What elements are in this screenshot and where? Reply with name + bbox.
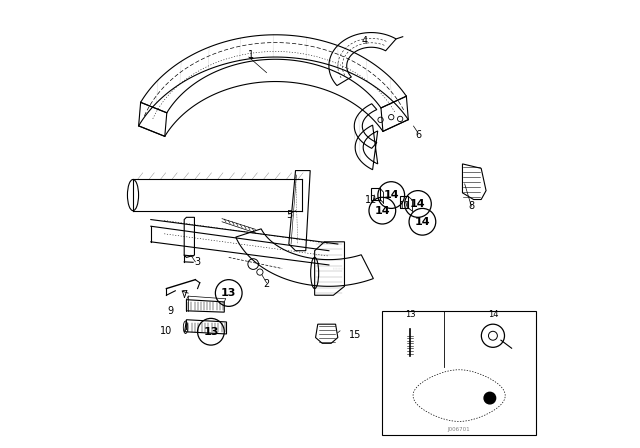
Text: 14: 14 — [415, 217, 430, 227]
Text: 1: 1 — [248, 50, 254, 60]
Text: 11: 11 — [399, 201, 411, 211]
Text: 10: 10 — [160, 326, 173, 336]
Text: 14: 14 — [374, 206, 390, 215]
Text: 14: 14 — [488, 310, 498, 319]
Text: 9: 9 — [168, 306, 174, 316]
Text: 2: 2 — [264, 279, 269, 289]
Text: 14: 14 — [410, 199, 426, 209]
Text: 15: 15 — [349, 330, 362, 340]
Text: 3: 3 — [195, 257, 200, 267]
Text: 8: 8 — [468, 201, 474, 211]
Text: 13: 13 — [404, 310, 415, 319]
Text: 5: 5 — [285, 210, 292, 220]
Text: 4: 4 — [362, 36, 367, 47]
Text: 12: 12 — [365, 194, 378, 205]
Circle shape — [484, 392, 495, 404]
Text: J006701: J006701 — [448, 427, 470, 432]
Text: 14: 14 — [383, 190, 399, 200]
Text: 13: 13 — [221, 288, 236, 298]
Text: 13: 13 — [204, 327, 219, 337]
Text: 6: 6 — [415, 130, 421, 140]
Text: 7: 7 — [181, 290, 188, 300]
